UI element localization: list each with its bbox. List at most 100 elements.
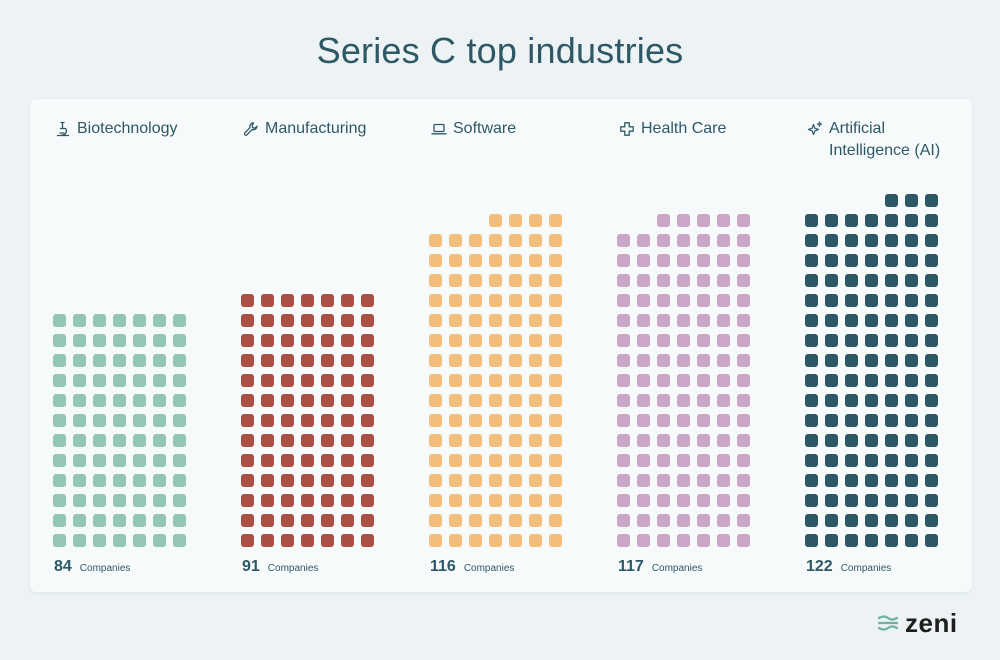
- waffle-dot-artificial-intelligence-ai: [805, 494, 818, 507]
- waffle-dot-software: [509, 474, 522, 487]
- waffle-dot-health-care: [697, 534, 710, 547]
- waffle-dot-manufacturing: [261, 514, 274, 527]
- waffle-dot-software: [549, 454, 562, 467]
- waffle-dot-software: [449, 434, 462, 447]
- waffle-dot-health-care: [737, 434, 750, 447]
- waffle-dot-manufacturing: [261, 334, 274, 347]
- waffle-dot-health-care: [717, 294, 730, 307]
- waffle-dot-health-care: [677, 334, 690, 347]
- waffle-dot-software: [429, 234, 442, 247]
- waffle-dot-software: [509, 374, 522, 387]
- waffle-dot-manufacturing: [321, 334, 334, 347]
- waffle-dot-artificial-intelligence-ai: [885, 534, 898, 547]
- waffle-dot-software: [489, 234, 502, 247]
- waffle-dot-software: [489, 454, 502, 467]
- waffle-dot-health-care: [697, 254, 710, 267]
- waffle-dot-artificial-intelligence-ai: [865, 334, 878, 347]
- category-name: Software: [453, 120, 517, 137]
- waffle-dot-manufacturing: [341, 454, 354, 467]
- waffle-dot-manufacturing: [361, 334, 374, 347]
- waffle-dot-software: [549, 334, 562, 347]
- waffle-dot-manufacturing: [341, 534, 354, 547]
- waffle-dot-health-care: [697, 454, 710, 467]
- waffle-dot-health-care: [617, 234, 630, 247]
- waffle-dot-health-care: [677, 514, 690, 527]
- waffle-dot-artificial-intelligence-ai: [905, 334, 918, 347]
- waffle-dot-biotechnology: [73, 414, 86, 427]
- waffle-dot-software: [529, 354, 542, 367]
- waffle-dot-software: [449, 314, 462, 327]
- waffle-dot-manufacturing: [321, 514, 334, 527]
- waffle-dot-manufacturing: [321, 394, 334, 407]
- waffle-dot-manufacturing: [361, 434, 374, 447]
- waffle-dot-health-care: [637, 434, 650, 447]
- waffle-dot-biotechnology: [93, 434, 106, 447]
- waffle-dot-biotechnology: [53, 454, 66, 467]
- waffle-dot-artificial-intelligence-ai: [925, 514, 938, 527]
- waffle-dot-software: [469, 394, 482, 407]
- waffle-dot-software: [489, 294, 502, 307]
- waffle-dot-artificial-intelligence-ai: [865, 374, 878, 387]
- waffle-dot-software: [529, 234, 542, 247]
- waffle-dot-artificial-intelligence-ai: [925, 334, 938, 347]
- waffle-dot-software: [449, 354, 462, 367]
- waffle-dot-artificial-intelligence-ai: [845, 534, 858, 547]
- waffle-dot-artificial-intelligence-ai: [925, 274, 938, 287]
- waffle-dot-biotechnology: [153, 354, 166, 367]
- category-label-artificial-intelligence-ai: Artificial Intelligence (AI): [807, 118, 959, 162]
- waffle-dot-health-care: [617, 434, 630, 447]
- waffle-dot-artificial-intelligence-ai: [825, 474, 838, 487]
- waffle-dot-artificial-intelligence-ai: [845, 494, 858, 507]
- waffle-dot-manufacturing: [361, 354, 374, 367]
- waffle-dot-health-care: [737, 274, 750, 287]
- waffle-dot-software: [549, 374, 562, 387]
- waffle-dot-software: [529, 434, 542, 447]
- waffle-dot-software: [529, 454, 542, 467]
- waffle-dot-artificial-intelligence-ai: [825, 354, 838, 367]
- waffle-dot-software: [489, 434, 502, 447]
- waffle-dot-artificial-intelligence-ai: [885, 394, 898, 407]
- waffle-dot-software: [509, 294, 522, 307]
- waffle-dot-manufacturing: [281, 294, 294, 307]
- waffle-dot-artificial-intelligence-ai: [905, 194, 918, 207]
- waffle-dot-health-care: [697, 274, 710, 287]
- waffle-dot-manufacturing: [241, 454, 254, 467]
- waffle-dot-software: [429, 494, 442, 507]
- waffle-dot-software: [449, 394, 462, 407]
- waffle-dot-artificial-intelligence-ai: [825, 454, 838, 467]
- waffle-dot-manufacturing: [341, 434, 354, 447]
- waffle-dot-software: [469, 434, 482, 447]
- waffle-dot-biotechnology: [133, 414, 146, 427]
- waffle-dot-software: [469, 514, 482, 527]
- waffle-dot-health-care: [697, 234, 710, 247]
- waffle-dot-health-care: [637, 314, 650, 327]
- waffle-dot-software: [549, 414, 562, 427]
- waffle-dot-software: [549, 534, 562, 547]
- waffle-dot-manufacturing: [341, 414, 354, 427]
- waffle-dot-biotechnology: [113, 374, 126, 387]
- waffle-dot-artificial-intelligence-ai: [885, 514, 898, 527]
- waffle-dot-artificial-intelligence-ai: [805, 254, 818, 267]
- category-label-health-care: Health Care: [619, 118, 726, 140]
- waffle-dot-artificial-intelligence-ai: [865, 294, 878, 307]
- waffle-dot-health-care: [677, 534, 690, 547]
- waffle-dot-manufacturing: [241, 354, 254, 367]
- waffle-dot-health-care: [697, 394, 710, 407]
- waffle-dot-artificial-intelligence-ai: [845, 474, 858, 487]
- waffle-dot-artificial-intelligence-ai: [825, 214, 838, 227]
- waffle-dot-artificial-intelligence-ai: [885, 434, 898, 447]
- waffle-dot-health-care: [717, 394, 730, 407]
- waffle-dot-artificial-intelligence-ai: [805, 334, 818, 347]
- waffle-dot-artificial-intelligence-ai: [825, 334, 838, 347]
- waffle-dot-health-care: [637, 534, 650, 547]
- waffle-dot-health-care: [737, 234, 750, 247]
- waffle-dot-artificial-intelligence-ai: [805, 454, 818, 467]
- waffle-dot-biotechnology: [53, 514, 66, 527]
- waffle-dot-software: [449, 514, 462, 527]
- waffle-dot-software: [429, 294, 442, 307]
- waffle-dot-health-care: [677, 394, 690, 407]
- waffle-dot-artificial-intelligence-ai: [905, 434, 918, 447]
- waffle-dot-software: [509, 514, 522, 527]
- waffle-dot-manufacturing: [281, 314, 294, 327]
- waffle-dot-manufacturing: [301, 334, 314, 347]
